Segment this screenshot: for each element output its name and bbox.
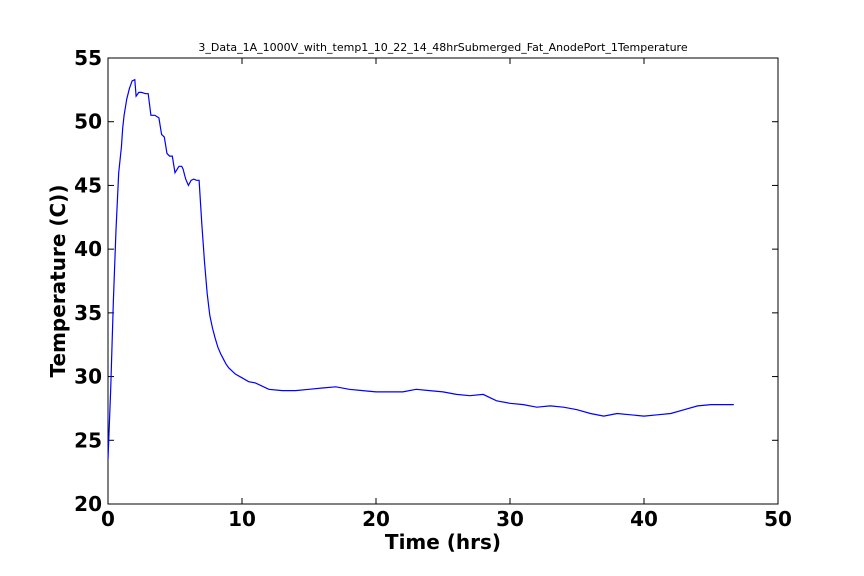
- y-axis-label: Temperature (C)): [46, 185, 70, 378]
- y-tick-label: 35: [74, 301, 102, 325]
- axis-ticks: [107, 57, 779, 505]
- y-tick-label: 30: [74, 365, 102, 389]
- x-axis-label: Time (hrs): [385, 530, 501, 554]
- y-tick-label: 25: [74, 428, 102, 452]
- y-tick-label: 20: [74, 492, 102, 516]
- plot-area: [107, 57, 779, 505]
- temperature-series-line: [107, 78, 734, 460]
- tick-labels: 0 10 20 30 40 50 20 25 30 35 40 45 50 55: [74, 46, 792, 531]
- x-tick-label: 30: [496, 507, 524, 531]
- y-tick-label: 45: [74, 173, 102, 197]
- y-tick-label: 50: [74, 110, 102, 134]
- x-tick-label: 10: [228, 507, 256, 531]
- chart-title: 3_Data_1A_1000V_with_temp1_10_22_14_48hr…: [198, 41, 687, 54]
- x-tick-label: 0: [101, 507, 115, 531]
- x-tick-label: 40: [630, 507, 658, 531]
- y-tick-label: 40: [74, 237, 102, 261]
- x-tick-label: 20: [362, 507, 390, 531]
- y-tick-label: 55: [74, 46, 102, 70]
- x-tick-label: 50: [764, 507, 792, 531]
